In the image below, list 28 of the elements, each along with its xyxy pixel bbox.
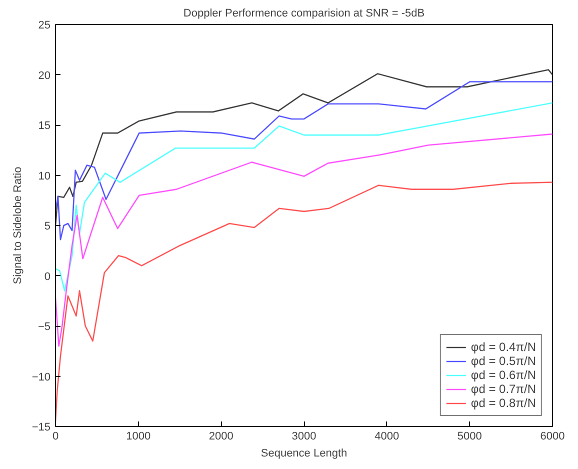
- y-axis-title: Signal to Sidelobe Ratio: [12, 166, 24, 284]
- chart-title: Doppler Performence comparision at SNR = -5dB: [183, 8, 425, 20]
- y-tick-label: 20: [38, 70, 51, 82]
- x-tick-label: 4000: [374, 430, 400, 442]
- legend-label: φd = 0.7π/N: [470, 382, 536, 396]
- line-series: [56, 102, 552, 292]
- legend-label: φd = 0.5π/N: [470, 354, 536, 368]
- y-tick-label: 10: [38, 170, 51, 182]
- y-tick-label: −15: [32, 422, 51, 434]
- y-tick-label: 25: [38, 20, 51, 32]
- x-tick-label: 5000: [457, 430, 482, 442]
- y-tick-label: −10: [32, 371, 51, 384]
- y-tick-label: −5: [38, 321, 51, 333]
- legend-label: φd = 0.8π/N: [470, 396, 536, 410]
- legend-label: φd = 0.4π/N: [470, 340, 536, 354]
- line-series: [56, 182, 552, 422]
- y-tick-label: 15: [38, 120, 51, 132]
- legend-label: φd = 0.6π/N: [470, 368, 536, 382]
- line-series: [56, 81, 552, 240]
- x-tick-label: 0: [52, 430, 59, 442]
- x-tick-label: 6000: [540, 430, 565, 442]
- line-series: [56, 69, 552, 226]
- x-axis-title: Sequence Length: [260, 448, 348, 460]
- y-tick-label: 5: [44, 220, 51, 232]
- x-tick-label: 1000: [126, 430, 151, 442]
- y-tick-label: 0: [44, 270, 51, 283]
- x-tick-label: 3000: [292, 430, 316, 442]
- x-tick-label: 2000: [208, 430, 234, 442]
